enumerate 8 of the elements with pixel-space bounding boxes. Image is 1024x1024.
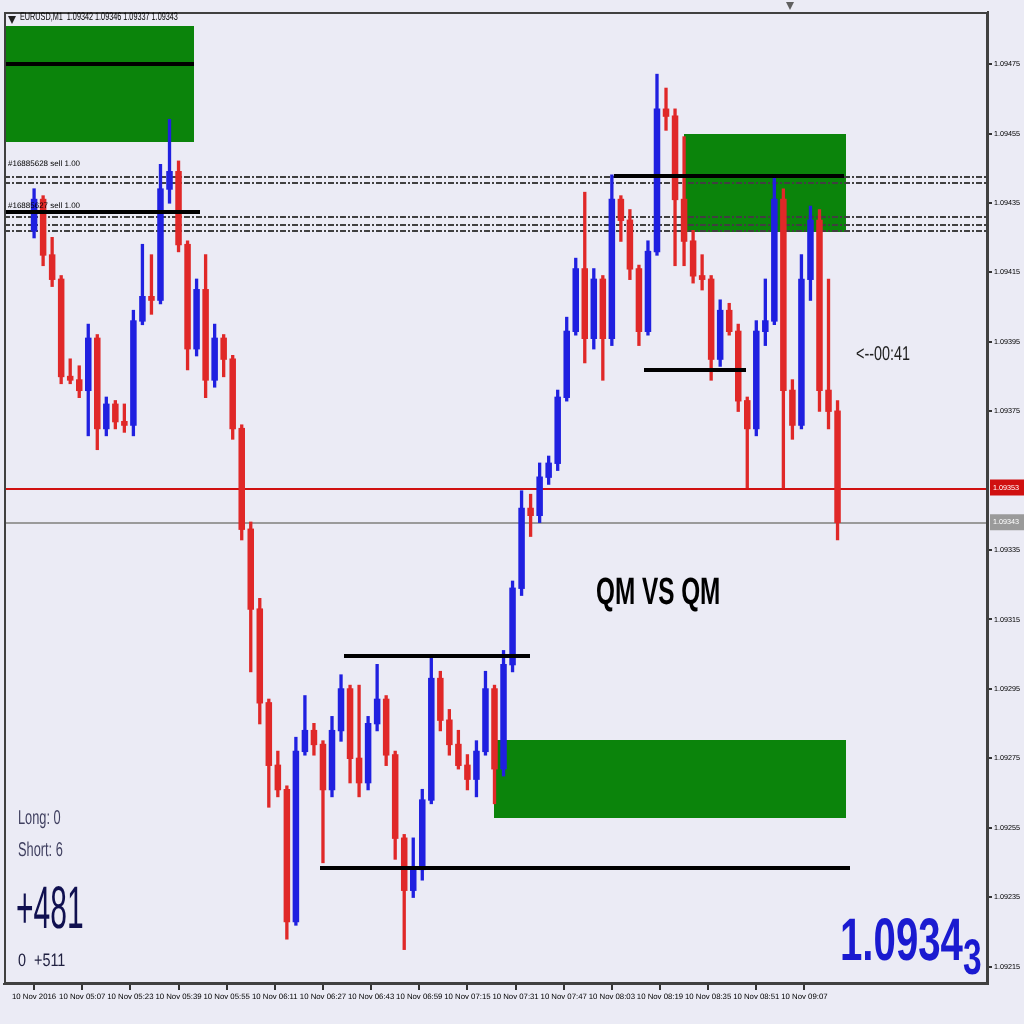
- annotation: +481: [16, 876, 84, 942]
- annotation: QM VS QM: [596, 572, 721, 614]
- annotation: Long: 0: [18, 808, 61, 830]
- annotation: <--00:41: [856, 344, 911, 366]
- annotation: Short: 6: [18, 840, 63, 862]
- annotation: 1.0934$_{3}$: [840, 908, 982, 986]
- annotation: 0 +511: [18, 950, 66, 970]
- candlestick: [355, 684, 363, 798]
